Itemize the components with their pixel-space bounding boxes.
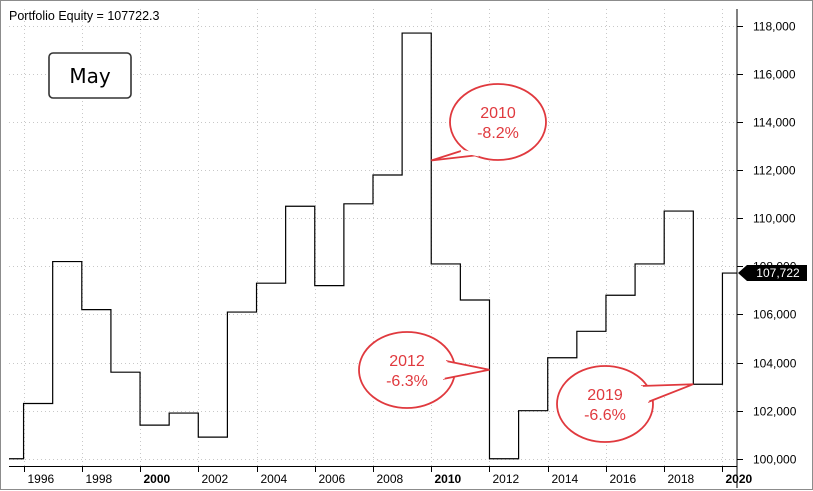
y-tick-label: 106,000	[753, 308, 797, 322]
x-tick-label: 2020	[726, 472, 753, 486]
y-tick-label: 104,000	[753, 357, 797, 371]
x-tick-label: 2016	[610, 472, 637, 486]
x-tick-label: 2014	[552, 472, 579, 486]
y-tick-label: 112,000	[753, 164, 796, 178]
chart-title: Portfolio Equity = 107722.3	[9, 9, 159, 23]
last-value-label: 107,722	[756, 266, 800, 280]
y-tick-label: 110,000	[753, 212, 796, 226]
y-tick-label: 116,000	[753, 68, 796, 82]
callout-2019: 2019 -6.6%	[556, 365, 694, 443]
x-tick-label: 1996	[28, 472, 55, 486]
callout-pointer-mask	[460, 149, 480, 157]
x-tick-label: 1998	[86, 472, 113, 486]
callout-change: -6.6%	[584, 407, 626, 424]
callout-pointer-mask	[639, 385, 650, 403]
x-tick-label: 2010	[435, 472, 462, 486]
callout-year: 2012	[389, 353, 425, 370]
y-tick-label: 114,000	[753, 116, 796, 130]
callout-2010: 2010 -8.2%	[430, 83, 547, 162]
x-tick-label: 2018	[668, 472, 695, 486]
month-label: May	[69, 64, 111, 88]
x-tick-label: 2002	[202, 472, 229, 486]
last-value-badge: 107,722	[738, 265, 807, 282]
callout-pointer-mask	[441, 360, 448, 380]
x-tick-label: 2000	[144, 472, 171, 486]
y-tick-label: 102,000	[753, 405, 797, 419]
equity-series-line	[9, 32, 737, 460]
x-tick-label: 2008	[377, 472, 404, 486]
x-tick-label: 2006	[319, 472, 346, 486]
callout-change: -6.3%	[386, 373, 428, 390]
callout-year: 2010	[480, 105, 516, 122]
x-tick-label: 2012	[493, 472, 520, 486]
callout-year: 2019	[587, 387, 623, 404]
x-axis-ticks: 1996 1998 2000 2002 2004 2006 2008 2010 2012 2014…	[24, 466, 753, 486]
y-axis-ticks: 100,000102,000104,000106,000108,000110,0…	[737, 20, 797, 467]
y-tick-label: 100,000	[753, 453, 797, 467]
month-box: May	[48, 52, 132, 99]
callout-pointer	[442, 360, 490, 380]
callout-bubble	[358, 331, 456, 409]
callout-2012: 2012 -6.3%	[358, 331, 490, 409]
last-value-badge-bg	[738, 265, 807, 282]
y-tick-label: 118,000	[753, 20, 796, 34]
month-box-border	[48, 52, 132, 99]
callout-change: -8.2%	[477, 125, 519, 142]
x-tick-label: 2004	[261, 472, 288, 486]
drawdown-callouts: 2010 -8.2% 2012 -6.3% 2019 -6.6%	[358, 83, 694, 443]
callout-pointer	[640, 383, 694, 403]
callout-bubble	[556, 365, 654, 443]
callout-bubble	[449, 83, 547, 161]
